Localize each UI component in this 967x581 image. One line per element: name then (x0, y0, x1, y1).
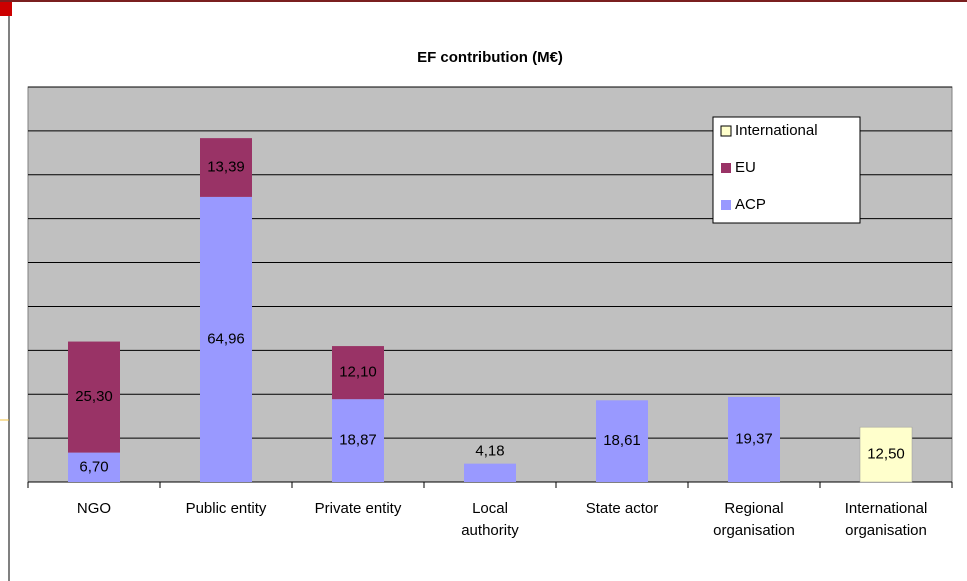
data-label: 4,18 (475, 443, 504, 460)
bar-segment (332, 399, 384, 482)
x-tick-label: NGO (76, 500, 112, 517)
data-label: 12,10 (339, 364, 377, 381)
legend-label: EU (735, 159, 756, 176)
data-label: 18,61 (603, 432, 641, 449)
x-tick-label: Local authority (461, 500, 519, 539)
x-tick-label: International organisation (844, 500, 928, 539)
bar-segment (200, 196, 252, 483)
data-label: 13,39 (207, 158, 245, 175)
data-label: 12,50 (867, 446, 905, 463)
x-tick-label: State actor (585, 500, 659, 517)
data-label: 25,30 (75, 388, 113, 405)
data-label: 19,37 (735, 430, 773, 447)
data-label: 64,96 (207, 330, 245, 347)
bar-segment (200, 138, 252, 197)
data-label: 18,87 (339, 432, 377, 449)
legend-box (712, 116, 861, 224)
legend-label: ACP (735, 196, 766, 213)
data-label: 6,70 (79, 458, 108, 475)
bar-segment (464, 463, 516, 482)
legend-label: International (735, 122, 818, 139)
x-tick-label: Regional organisation (713, 500, 795, 539)
legend-swatch (721, 163, 731, 173)
bar-segment (68, 452, 120, 482)
bar-segment (596, 400, 648, 482)
bar-segment (728, 396, 780, 482)
corner-mark (0, 0, 12, 16)
chart-title: EF contribution (M€) (417, 49, 563, 66)
legend-swatch (721, 200, 731, 210)
x-tick-label: Private entity (314, 500, 402, 517)
bar-segment (332, 346, 384, 400)
legend-swatch (720, 125, 732, 137)
bar-segment (68, 341, 120, 453)
bar-segment (859, 426, 913, 483)
x-tick-label: Public entity (185, 500, 267, 517)
